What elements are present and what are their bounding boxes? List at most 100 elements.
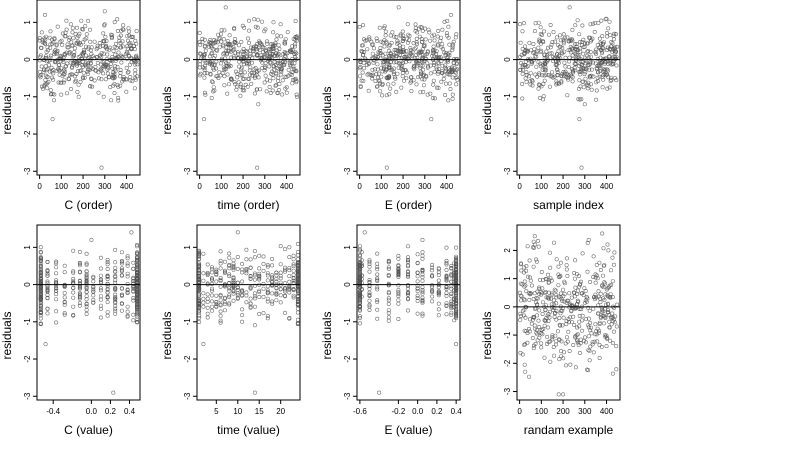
data-point [73, 31, 78, 36]
data-point [366, 60, 371, 65]
data-point [54, 259, 59, 264]
data-point [561, 315, 566, 320]
data-point [590, 342, 595, 347]
y-tick-label: -2 [183, 130, 192, 138]
data-point [549, 74, 554, 79]
data-point [375, 277, 380, 282]
x-tick-label: 0 [37, 182, 42, 191]
data-point [398, 32, 403, 37]
data-point [367, 307, 372, 312]
data-point [531, 264, 536, 269]
data-point [210, 50, 215, 55]
data-point [388, 59, 393, 64]
data-point [587, 358, 592, 363]
data-point [362, 230, 367, 235]
data-point [125, 261, 130, 266]
data-point [274, 279, 279, 284]
data-point [361, 60, 366, 65]
data-point [39, 73, 44, 78]
data-point [135, 250, 140, 255]
data-point [62, 270, 67, 275]
data-point [125, 314, 130, 319]
data-point [574, 53, 579, 58]
data-point [573, 365, 578, 370]
data-point [254, 87, 259, 92]
data-point [557, 274, 562, 279]
data-point [91, 289, 96, 294]
data-point [231, 298, 236, 303]
data-point [235, 255, 240, 260]
data-point [255, 25, 260, 30]
data-point [382, 24, 387, 29]
data-point [583, 81, 588, 86]
data-point [79, 63, 84, 68]
data-point [113, 265, 118, 270]
data-point [278, 60, 283, 65]
data-point [581, 37, 586, 42]
data-point [556, 81, 561, 86]
data-point [604, 344, 609, 349]
data-point [578, 39, 583, 44]
data-point [38, 256, 43, 261]
data-point [374, 84, 379, 89]
data-point [282, 269, 287, 274]
data-point [205, 311, 210, 316]
data-point [451, 39, 456, 44]
data-point [291, 262, 296, 267]
data-point [63, 64, 68, 69]
data-point [444, 312, 449, 317]
data-point [449, 303, 454, 308]
data-point [396, 65, 401, 70]
data-point [545, 272, 550, 277]
data-point [130, 79, 135, 84]
data-point [384, 41, 389, 46]
data-point [375, 299, 380, 304]
data-point [395, 41, 400, 46]
data-point [269, 71, 274, 76]
data-point [430, 262, 435, 267]
data-point [99, 66, 104, 71]
data-point [612, 46, 617, 51]
data-point [538, 50, 543, 55]
data-point [281, 52, 286, 57]
data-point [293, 19, 298, 24]
data-point [597, 74, 602, 79]
data-point [279, 69, 284, 74]
data-point [197, 250, 202, 255]
data-point [570, 69, 575, 74]
data-point [76, 82, 81, 87]
data-point [454, 316, 459, 321]
data-point [387, 92, 392, 97]
data-point [210, 276, 215, 281]
data-point [197, 315, 202, 320]
y-axis-label: residuals [0, 86, 14, 134]
data-point [450, 75, 455, 80]
data-point [243, 82, 248, 87]
data-point [591, 74, 596, 79]
data-point [287, 279, 292, 284]
data-point [522, 342, 527, 347]
data-point [420, 311, 425, 316]
data-point [261, 294, 266, 299]
data-point [587, 67, 592, 72]
data-point [125, 70, 130, 75]
data-point [449, 273, 454, 278]
data-point [214, 299, 219, 304]
data-point [133, 38, 138, 43]
data-point [454, 56, 459, 61]
data-point [420, 39, 425, 44]
data-point [573, 42, 578, 47]
data-point [558, 38, 563, 43]
data-point [131, 279, 136, 284]
data-point [612, 317, 617, 322]
data-point [100, 59, 105, 64]
data-point [401, 78, 406, 83]
data-point [111, 390, 116, 395]
data-point [421, 89, 426, 94]
data-point [614, 324, 619, 329]
data-point [600, 74, 605, 79]
data-point [38, 321, 43, 326]
data-point [212, 88, 217, 93]
data-point [282, 60, 287, 65]
data-point [454, 258, 459, 263]
